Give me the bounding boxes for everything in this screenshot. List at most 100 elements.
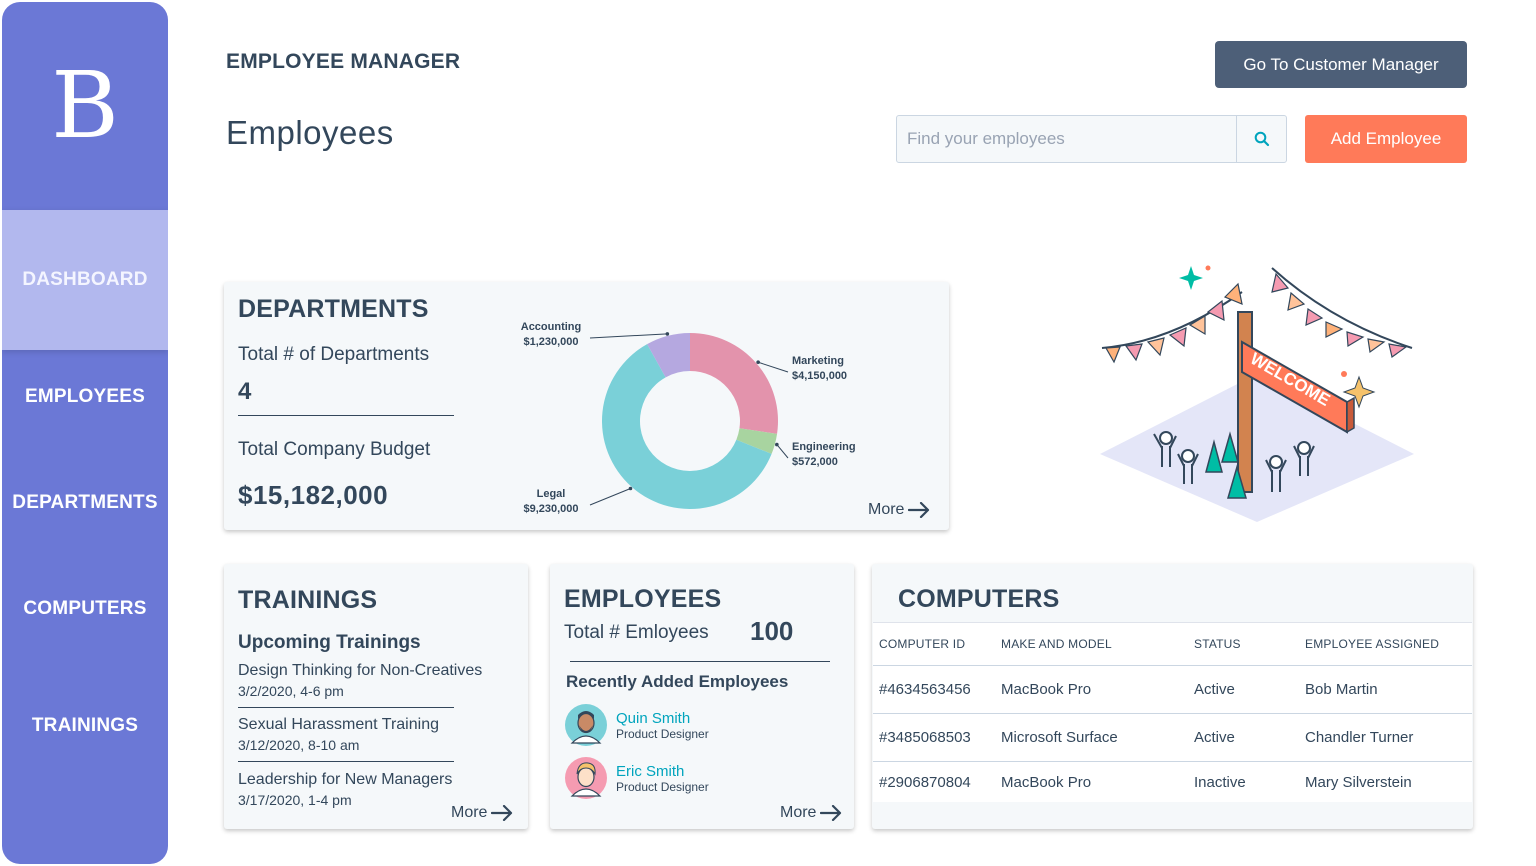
training-name: Design Thinking for Non-Creatives bbox=[238, 662, 483, 679]
divider bbox=[238, 761, 454, 762]
slice-value-label: $1,230,000 bbox=[523, 336, 578, 348]
employee-item[interactable]: Quin Smith Product Designer bbox=[564, 703, 709, 747]
welcome-illustration: WELCOME bbox=[1100, 265, 1414, 522]
computer-id: #4634563456 bbox=[879, 681, 971, 698]
make-and-model: MacBook Pro bbox=[1001, 773, 1092, 791]
computers-title: COMPUTERS bbox=[898, 585, 1060, 613]
sidebar-item-dashboard[interactable]: DASHBOARD bbox=[2, 210, 168, 350]
sidebar-item-departments[interactable]: DEPARTMENTS bbox=[12, 492, 158, 513]
status: Active bbox=[1194, 729, 1235, 746]
slice-value-label: $572,000 bbox=[792, 456, 838, 468]
column-header: COMPUTER ID bbox=[879, 637, 966, 651]
search-icon bbox=[1254, 131, 1269, 147]
table-row[interactable]: #2906870804 MacBook Pro Inactive Mary Si… bbox=[873, 762, 1472, 802]
total-budget-value: $15,182,000 bbox=[238, 480, 389, 510]
computer-id: #2906870804 bbox=[879, 773, 971, 791]
leader-line bbox=[757, 361, 789, 373]
slice-label: Engineering bbox=[792, 441, 856, 453]
trainings-card: TRAININGS Upcoming Trainings Design Thin… bbox=[224, 564, 528, 829]
status: Active bbox=[1194, 681, 1235, 698]
make-and-model: MacBook Pro bbox=[1001, 681, 1092, 698]
training-name: Leadership for New Managers bbox=[238, 771, 453, 788]
upcoming-trainings-heading: Upcoming Trainings bbox=[238, 632, 421, 653]
sidebar: B DASHBOARD EMPLOYEES DEPARTMENTS COMPUT… bbox=[2, 2, 168, 864]
arrow-right-icon bbox=[491, 805, 513, 821]
slice-label: Accounting bbox=[521, 321, 582, 333]
column-header: STATUS bbox=[1194, 637, 1241, 651]
total-departments-value: 4 bbox=[238, 378, 252, 405]
slice-label: Legal bbox=[537, 488, 566, 500]
leader-dot bbox=[628, 486, 633, 491]
leader-dot bbox=[665, 332, 670, 336]
add-employee-button[interactable]: Add Employee bbox=[1305, 115, 1467, 163]
employee-assigned: Chandler Turner bbox=[1305, 729, 1414, 746]
leader-line bbox=[589, 333, 668, 339]
departments-card: DEPARTMENTS Total # of Departments 4 Tot… bbox=[224, 282, 949, 530]
trainings-more-link[interactable]: More bbox=[451, 804, 513, 822]
leader-dot bbox=[775, 442, 779, 447]
leader-line bbox=[776, 444, 789, 459]
page-title: Employees bbox=[226, 114, 394, 151]
sidebar-item-employees[interactable]: EMPLOYEES bbox=[24, 386, 146, 407]
more-label: More bbox=[451, 804, 488, 821]
computers-table: COMPUTER ID MAKE AND MODEL STATUS EMPLOY… bbox=[873, 622, 1472, 802]
divider bbox=[238, 415, 454, 416]
sidebar-item-trainings[interactable]: TRAININGS bbox=[31, 715, 139, 736]
employee-item[interactable]: Eric Smith Product Designer bbox=[564, 756, 709, 800]
employees-more-link[interactable]: More bbox=[780, 804, 842, 822]
total-budget-label: Total Company Budget bbox=[238, 439, 431, 460]
training-date: 3/12/2020, 8-10 am bbox=[238, 737, 360, 753]
training-date: 3/2/2020, 4-6 pm bbox=[238, 683, 344, 699]
donut-slice-legal bbox=[602, 344, 772, 509]
department-budget-donut-chart: Marketing $4,150,000 Engineering $572,000 Le… bbox=[514, 304, 884, 514]
divider bbox=[238, 707, 454, 708]
employee-role: Product Designer bbox=[616, 779, 709, 794]
sidebar-item-computers[interactable]: COMPUTERS bbox=[23, 598, 147, 619]
app-title: EMPLOYEE MANAGER bbox=[226, 50, 461, 73]
training-item[interactable]: Leadership for New Managers 3/17/2020, 1… bbox=[238, 771, 516, 808]
total-employees-value: 100 bbox=[750, 616, 794, 646]
more-label: More bbox=[780, 804, 817, 821]
make-and-model: Microsoft Surface bbox=[1001, 729, 1118, 746]
computers-card: COMPUTERS COMPUTER ID MAKE AND MODEL STA… bbox=[872, 564, 1473, 829]
search-input[interactable] bbox=[897, 116, 1236, 162]
leader-dot bbox=[756, 360, 760, 364]
search-bar bbox=[896, 115, 1287, 163]
arrow-right-icon bbox=[908, 502, 930, 518]
donut-slice-engineering bbox=[736, 428, 778, 454]
employee-name-link[interactable]: Eric Smith bbox=[616, 762, 685, 780]
divider bbox=[570, 661, 830, 662]
column-header: EMPLOYEE ASSIGNED bbox=[1305, 637, 1440, 651]
slice-value-label: $4,150,000 bbox=[792, 370, 847, 382]
donut-slice-marketing bbox=[690, 333, 778, 434]
computer-id: #3485068503 bbox=[879, 729, 971, 746]
training-item[interactable]: Sexual Harassment Training 3/12/2020, 8-… bbox=[238, 716, 516, 753]
employee-assigned: Bob Martin bbox=[1305, 681, 1378, 698]
leader-line bbox=[589, 488, 631, 506]
slice-value-label: $9,230,000 bbox=[523, 503, 578, 514]
table-row[interactable]: #3485068503 Microsoft Surface Active Cha… bbox=[873, 714, 1472, 762]
total-departments-label: Total # of Departments bbox=[238, 344, 430, 365]
column-header: MAKE AND MODEL bbox=[1001, 637, 1112, 651]
slice-label: Marketing bbox=[792, 355, 844, 367]
arrow-right-icon bbox=[820, 805, 842, 821]
training-name: Sexual Harassment Training bbox=[238, 716, 439, 733]
employee-name-link[interactable]: Quin Smith bbox=[616, 709, 691, 727]
training-item[interactable]: Design Thinking for Non-Creatives 3/2/20… bbox=[238, 662, 516, 699]
recently-added-heading: Recently Added Employees bbox=[566, 672, 789, 691]
trainings-title: TRAININGS bbox=[238, 586, 378, 614]
employee-assigned: Mary Silverstein bbox=[1305, 773, 1412, 791]
departments-more-link[interactable]: More bbox=[868, 501, 930, 519]
avatar bbox=[565, 757, 607, 799]
table-row[interactable]: #4634563456 MacBook Pro Active Bob Marti… bbox=[873, 666, 1472, 714]
table-header-row: COMPUTER ID MAKE AND MODEL STATUS EMPLOY… bbox=[873, 623, 1472, 666]
search-button[interactable] bbox=[1236, 116, 1286, 162]
employees-title: EMPLOYEES bbox=[564, 585, 722, 613]
go-to-customer-manager-button[interactable]: Go To Customer Manager bbox=[1215, 41, 1467, 88]
employee-role: Product Designer bbox=[616, 726, 709, 741]
employees-card: EMPLOYEES Total # Emloyees 100 Recently … bbox=[550, 564, 854, 829]
app-logo: B bbox=[51, 52, 119, 159]
departments-title: DEPARTMENTS bbox=[238, 295, 429, 323]
more-label: More bbox=[868, 501, 905, 518]
training-date: 3/17/2020, 1-4 pm bbox=[238, 792, 352, 808]
